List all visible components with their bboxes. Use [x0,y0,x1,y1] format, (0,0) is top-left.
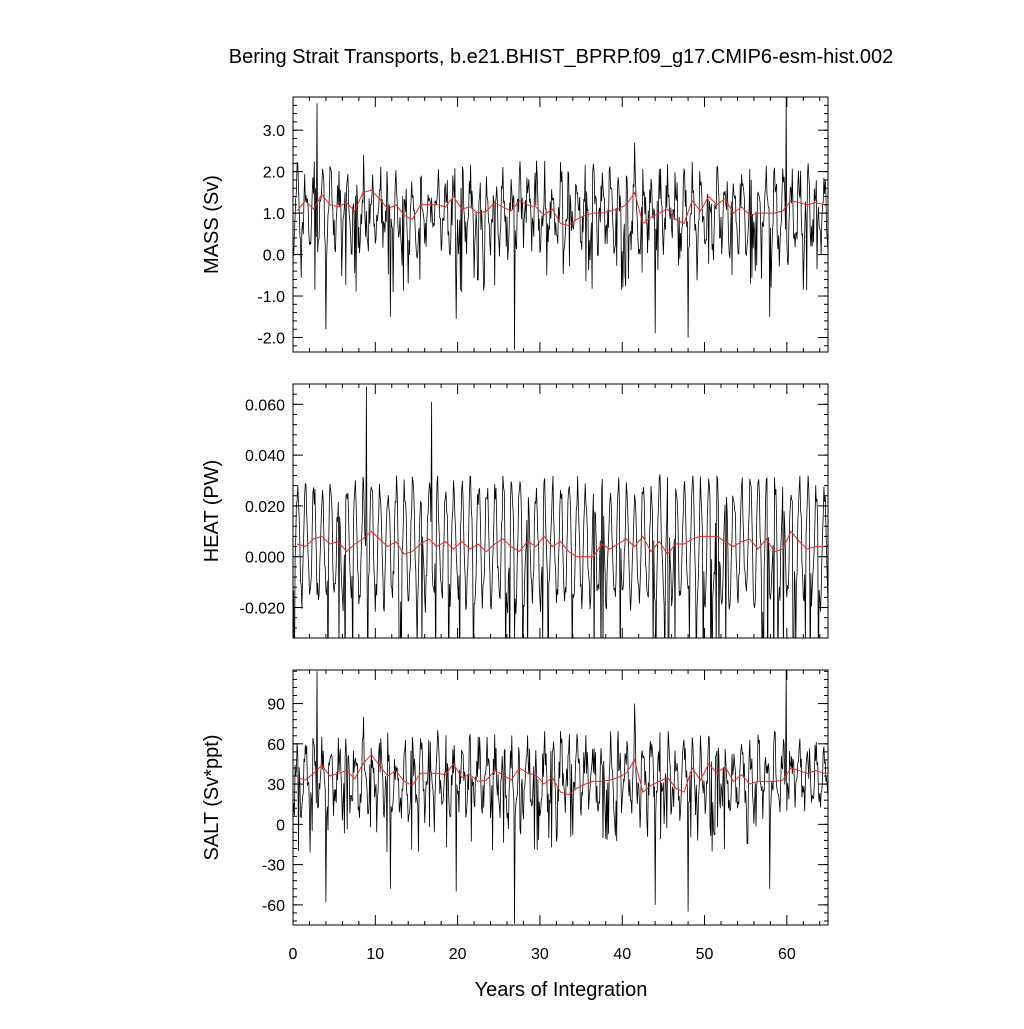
heat-monthly-series [293,386,828,638]
salt-y-tick-label: -30 [262,858,285,875]
heat-plot-frame [292,383,829,639]
salt-y-tick-label: 0 [276,817,285,834]
x-tick-label: 50 [696,946,714,963]
salt-annual-mean-series [296,753,828,796]
heat-y-tick-label: 0.020 [245,499,285,516]
panel-salt: 90 60 30 0 -30 -60 0 10 20 30 40 50 60 SALT (Sv*ppt) [201,669,829,963]
x-tick-label: 0 [289,946,298,963]
panel-heat: 0.060 0.040 0.020 0.000 -0.020 HEAT (PW) [201,383,829,639]
mass-plot-frame [292,96,829,353]
x-tick-label: 60 [778,946,796,963]
mass-y-tick-label: -2.0 [257,330,285,347]
salt-monthly-series [293,670,828,924]
x-tick-label: 30 [531,946,549,963]
heat-annual-mean-series [296,530,828,558]
mass-y-tick-label: -1.0 [257,289,285,306]
x-tick-label: 10 [366,946,384,963]
panel-mass: 3.0 2.0 1.0 0.0 -1.0 -2.0 MASS (Sv) [201,96,829,353]
heat-y-tick-label: 0.040 [245,448,285,465]
mass-monthly-series [293,97,828,350]
mass-y-tick-label: 3.0 [263,123,285,140]
salt-y-tick-label: 60 [267,737,285,754]
salt-y-tick-label: 90 [267,697,285,714]
salt-y-tick-label: 30 [267,777,285,794]
x-tick-label: 40 [613,946,631,963]
mass-y-tick-label: 2.0 [263,165,285,182]
heat-y-tick-label: 0.000 [245,550,285,567]
x-tick-label: 20 [449,946,467,963]
salt-y-axis-label: SALT (Sv*ppt) [201,735,223,861]
heat-y-axis-label: HEAT (PW) [201,460,223,563]
heat-y-tick-label: -0.020 [240,601,285,618]
mass-y-tick-label: 1.0 [263,206,285,223]
mass-y-tick-label: 0.0 [263,248,285,265]
chart-title: Bering Strait Transports, b.e21.BHIST_BP… [228,46,894,68]
x-axis-label: Years of Integration [475,979,648,1001]
salt-plot-frame [292,669,829,926]
salt-y-tick-label: -60 [262,898,285,915]
mass-annual-mean-series [296,189,828,227]
heat-y-tick-label: 0.060 [245,397,285,414]
mass-y-axis-label: MASS (Sv) [201,175,223,274]
